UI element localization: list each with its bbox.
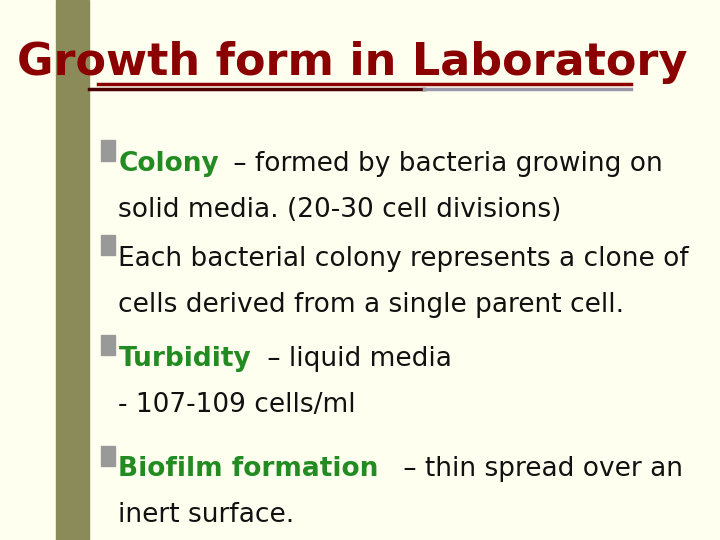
Text: – formed by bacteria growing on: – formed by bacteria growing on — [225, 151, 663, 177]
Text: inert surface.: inert surface. — [118, 502, 294, 528]
Text: – thin spread over an: – thin spread over an — [395, 456, 683, 482]
Text: Turbidity: Turbidity — [118, 346, 251, 372]
Bar — [101, 235, 115, 255]
Text: cells derived from a single parent cell.: cells derived from a single parent cell. — [118, 292, 624, 318]
Text: Each bacterial colony represents a clone of: Each bacterial colony represents a clone… — [118, 246, 689, 272]
Text: Colony: Colony — [118, 151, 219, 177]
Text: solid media. (20-30 cell divisions): solid media. (20-30 cell divisions) — [118, 197, 562, 223]
Bar — [56, 0, 89, 540]
Bar — [101, 446, 115, 466]
Bar — [101, 335, 115, 355]
Text: - 107-109 cells/ml: - 107-109 cells/ml — [118, 392, 356, 417]
Text: Growth form in Laboratory: Growth form in Laboratory — [17, 40, 688, 84]
Text: Biofilm formation: Biofilm formation — [118, 456, 379, 482]
Text: – liquid media: – liquid media — [259, 346, 452, 372]
Bar — [101, 140, 115, 161]
